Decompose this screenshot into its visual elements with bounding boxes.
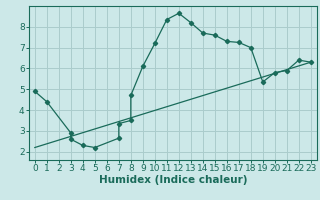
X-axis label: Humidex (Indice chaleur): Humidex (Indice chaleur) — [99, 175, 247, 185]
